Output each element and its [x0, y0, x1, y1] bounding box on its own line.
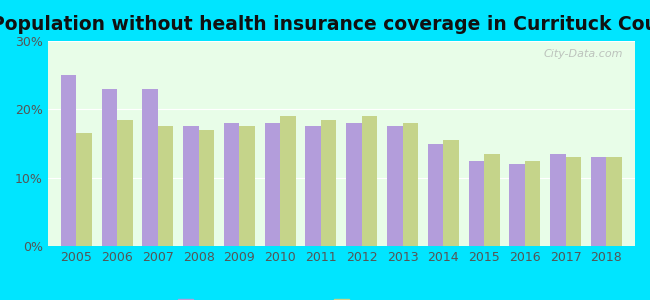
Title: Population without health insurance coverage in Currituck County: Population without health insurance cove… [0, 15, 650, 34]
Bar [469, 160, 484, 246]
Bar [101, 89, 117, 246]
Bar [484, 154, 500, 246]
Bar [265, 123, 280, 246]
Bar [550, 154, 566, 246]
Bar [224, 123, 239, 246]
Bar [76, 133, 92, 246]
Bar [306, 127, 321, 246]
Bar [591, 157, 606, 246]
Bar [142, 89, 158, 246]
Bar [158, 127, 174, 246]
Bar [428, 144, 443, 246]
Bar [61, 75, 76, 246]
Bar [239, 127, 255, 246]
Bar [117, 120, 133, 246]
Bar [183, 127, 199, 246]
Bar [362, 116, 377, 246]
Bar [566, 157, 581, 246]
Bar [525, 160, 540, 246]
Bar [321, 120, 337, 246]
Text: City-Data.com: City-Data.com [544, 49, 623, 59]
Bar [443, 140, 459, 246]
Bar [280, 116, 296, 246]
Bar [606, 157, 622, 246]
Bar [510, 164, 525, 246]
Bar [199, 130, 214, 246]
Bar [346, 123, 362, 246]
Bar [402, 123, 418, 246]
Bar [387, 127, 402, 246]
Legend: Currituck County, North Carolina average: Currituck County, North Carolina average [173, 294, 510, 300]
